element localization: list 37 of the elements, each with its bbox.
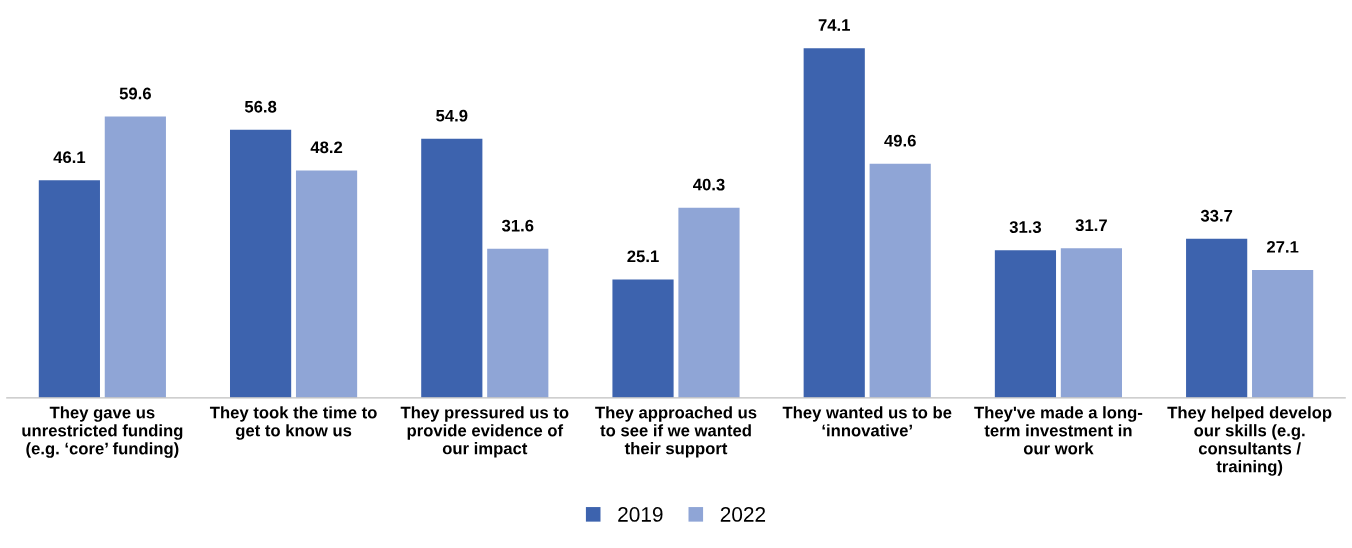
data-label: 48.2 <box>310 141 343 154</box>
data-label: 74.1 <box>818 19 850 31</box>
bar <box>1186 238 1248 398</box>
data-label: 59.6 <box>119 87 151 100</box>
bar <box>230 129 292 398</box>
bar <box>38 180 100 398</box>
data-label: 49.6 <box>884 134 916 147</box>
data-label: 31.6 <box>501 219 534 232</box>
data-label: 25.1 <box>627 250 659 263</box>
bar <box>1060 248 1122 398</box>
legend-label: 2019 <box>618 507 663 522</box>
legend-label: 2022 <box>720 507 766 522</box>
bar <box>803 48 865 398</box>
data-label: 54.9 <box>436 109 468 122</box>
data-label: 27.1 <box>1266 240 1299 253</box>
bar <box>612 279 674 398</box>
x-tick-label: They took the time to get to know us <box>209 406 377 440</box>
x-tick-label: They helped develop our skills (e.g. consultants / training) <box>1167 406 1332 476</box>
bar <box>421 138 483 398</box>
x-tick-label: They wanted us to be ‘innovative’ <box>782 406 952 437</box>
bar <box>487 248 549 398</box>
bar <box>295 170 358 398</box>
bar <box>678 207 740 398</box>
data-label: 46.1 <box>53 151 86 164</box>
data-label: 31.7 <box>1075 219 1107 232</box>
bar <box>994 250 1057 398</box>
data-label: 40.3 <box>693 178 725 191</box>
bar <box>104 116 166 398</box>
x-tick-label: They pressured us to provide evidence of our impact <box>400 406 569 458</box>
x-tick-label: They gave us unrestricted funding (e.g. ‘core’ funding) <box>22 406 183 458</box>
x-tick-label: They've made a long- term investment in our work <box>974 406 1143 455</box>
bar <box>1252 269 1314 398</box>
data-label: 56.8 <box>244 100 277 113</box>
x-tick-label: They approached us to see if we wanted their support <box>595 406 757 458</box>
data-label: 31.3 <box>1009 221 1042 233</box>
bar <box>869 163 931 398</box>
data-label: 33.7 <box>1200 209 1233 222</box>
